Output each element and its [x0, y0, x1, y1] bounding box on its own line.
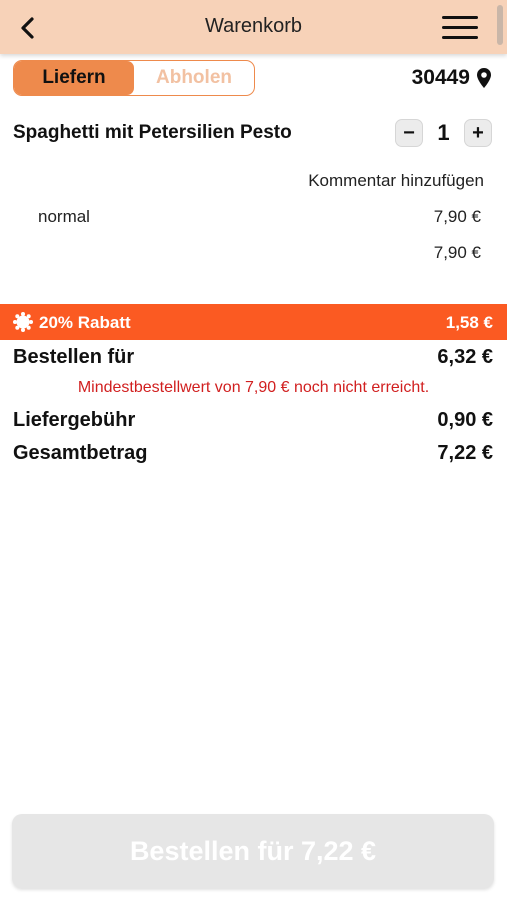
cart-item-name: Spaghetti mit Petersilien Pesto [13, 122, 292, 143]
min-order-warning: Mindestbestellwert von 7,90 € noch nicht… [77, 379, 430, 396]
quantity-stepper: − 1 + [395, 119, 492, 147]
map-pin-icon [477, 68, 491, 88]
order-for-value: 6,32 € [437, 346, 493, 368]
discount-label: 20% Rabatt [39, 313, 131, 332]
hamburger-menu-icon[interactable] [442, 16, 478, 42]
add-comment-link[interactable]: Kommentar hinzufügen [308, 171, 484, 190]
item-total: 7,90 € [433, 243, 481, 262]
page-title: Warenkorb [204, 15, 303, 37]
total-label: Gesamtbetrag [13, 442, 148, 464]
badge-sun-icon [13, 312, 33, 332]
order-for-label: Bestellen für [13, 346, 135, 368]
toggle-option-abholen[interactable]: Abholen [156, 67, 232, 88]
total-value: 7,22 € [437, 442, 493, 464]
order-button[interactable]: Bestellen für 7,22 € [12, 814, 494, 888]
quantity-value: 1 [437, 120, 450, 145]
delivery-mode-toggle: Liefern Abholen [13, 60, 255, 96]
chevron-left-icon [21, 17, 34, 39]
discount-banner: 20% Rabatt 1,58 € [0, 304, 507, 340]
zip-code: 30449 [411, 66, 470, 89]
decrease-quantity-button[interactable]: − [395, 119, 423, 147]
item-variant-price: 7,90 € [433, 207, 481, 226]
back-button[interactable] [14, 14, 42, 42]
delivery-fee-label: Liefergebühr [13, 409, 136, 431]
increase-quantity-button[interactable]: + [464, 119, 492, 147]
location-zip[interactable]: 30449 [412, 66, 492, 90]
scrollbar[interactable] [497, 5, 503, 45]
item-variant: normal [38, 207, 90, 226]
delivery-fee-value: 0,90 € [437, 409, 493, 431]
toggle-option-liefern[interactable]: Liefern [14, 61, 134, 95]
discount-amount: 1,58 € [445, 313, 493, 332]
app-header: Warenkorb [0, 0, 507, 54]
